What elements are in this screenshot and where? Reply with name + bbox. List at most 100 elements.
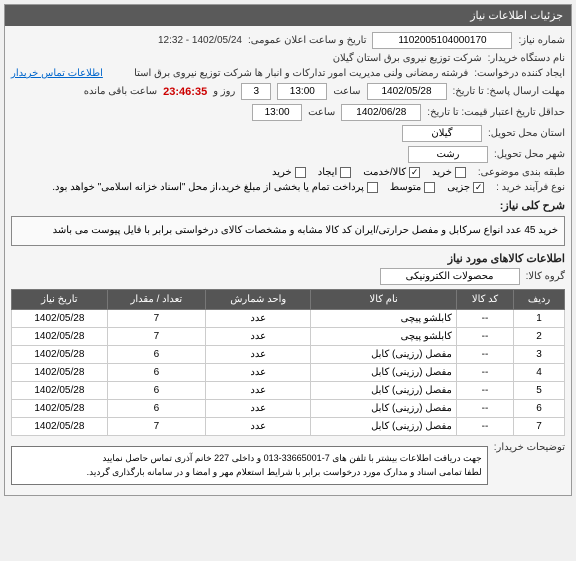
row-goods-group: گروه کالا: محصولات الکترونیکی: [11, 268, 565, 285]
table-cell: مفصل (رزینی) کابل: [311, 382, 457, 400]
desc-title: شرح کلی نیاز:: [11, 199, 565, 212]
table-cell: 7: [107, 418, 205, 436]
cb-item-4[interactable]: خرید: [272, 167, 306, 178]
province-value: گیلان: [402, 125, 482, 142]
cb-item-1[interactable]: خرید: [432, 167, 466, 178]
table-cell: 6: [107, 346, 205, 364]
buyer-org-value: شرکت توزیع نیروی برق استان گیلان: [333, 53, 482, 64]
table-cell: --: [456, 310, 513, 328]
desc-text: خرید 45 عدد انواع سرکابل و مفصل حرارتی/ا…: [11, 216, 565, 246]
panel-body: شماره نیاز: 1102005104000170 تاریخ و ساع…: [5, 26, 571, 495]
table-cell: 5: [514, 382, 565, 400]
checkbox-icon: [295, 167, 306, 178]
notes-text: جهت دریافت اطلاعات بیشتر با تلفن های 7-3…: [11, 446, 488, 485]
table-row: 7--مفصل (رزینی) کابلعدد71402/05/28: [12, 418, 565, 436]
cb-item-3[interactable]: ایجاد: [318, 167, 352, 178]
city-label: شهر محل تحویل:: [494, 149, 565, 160]
row-need-number: شماره نیاز: 1102005104000170 تاریخ و ساع…: [11, 32, 565, 49]
need-number-label: شماره نیاز:: [518, 35, 565, 46]
table-cell: 6: [107, 382, 205, 400]
validity-date: 1402/06/28: [341, 104, 421, 121]
table-cell: مفصل (رزینی) کابل: [311, 364, 457, 382]
buyer-org-label: نام دستگاه خریدار:: [488, 53, 565, 64]
checkbox-icon: [340, 167, 351, 178]
need-number-value: 1102005104000170: [372, 32, 512, 49]
table-cell: 2: [514, 328, 565, 346]
validity-time: 13:00: [252, 104, 302, 121]
details-panel: جزئیات اطلاعات نیاز شماره نیاز: 11020051…: [4, 4, 572, 496]
table-row: 3--مفصل (رزینی) کابلعدد61402/05/28: [12, 346, 565, 364]
row-buy-type: نوع فرآیند خرید : جزیی متوسط پرداخت تمام…: [11, 182, 565, 193]
days-value: 3: [241, 83, 271, 100]
table-cell: --: [456, 364, 513, 382]
table-cell: --: [456, 346, 513, 364]
row-subject-group: طبقه بندی موضوعی: خرید کالا/خدمت ایجاد خ…: [11, 167, 565, 178]
table-cell: --: [456, 400, 513, 418]
countdown-timer: 23:46:35: [163, 86, 207, 98]
cb-payment[interactable]: پرداخت تمام یا بخشی از مبلغ خرید،از محل …: [52, 182, 378, 193]
creator-value: فرشته رمضانی ولنی مدیریت امور تدارکات و …: [109, 68, 468, 79]
validity-label: حداقل تاریخ اعتبار قیمت: تا تاریخ:: [427, 107, 565, 118]
table-cell: --: [456, 382, 513, 400]
table-cell: 6: [107, 400, 205, 418]
checkbox-icon: [409, 167, 420, 178]
table-cell: عدد: [206, 346, 311, 364]
cb-item-2[interactable]: کالا/خدمت: [363, 167, 420, 178]
table-row: 1--کابلشو پیچیعدد71402/05/28: [12, 310, 565, 328]
row-deadline: مهلت ارسال پاسخ: تا تاریخ: 1402/05/28 سا…: [11, 83, 565, 100]
cb-buy-1[interactable]: جزیی: [447, 182, 484, 193]
table-cell: عدد: [206, 382, 311, 400]
table-cell: عدد: [206, 328, 311, 346]
announce-value: 1402/05/24 - 12:32: [158, 35, 242, 46]
table-cell: 3: [514, 346, 565, 364]
row-buyer-org: نام دستگاه خریدار: شرکت توزیع نیروی برق …: [11, 53, 565, 64]
table-cell: 6: [107, 364, 205, 382]
th-4: تعداد / مقدار: [107, 290, 205, 310]
checkbox-icon: [367, 182, 378, 193]
cb-buy-2[interactable]: متوسط: [390, 182, 435, 193]
deadline-label: مهلت ارسال پاسخ: تا تاریخ:: [453, 86, 565, 97]
remain-label: ساعت باقی مانده: [84, 86, 157, 97]
table-cell: کابلشو پیچی: [311, 328, 457, 346]
table-row: 5--مفصل (رزینی) کابلعدد61402/05/28: [12, 382, 565, 400]
th-2: نام کالا: [311, 290, 457, 310]
row-creator: ایجاد کننده درخواست: فرشته رمضانی ولنی م…: [11, 68, 565, 79]
table-cell: عدد: [206, 400, 311, 418]
announce-label: تاریخ و ساعت اعلان عمومی:: [248, 35, 367, 46]
th-1: کد کالا: [456, 290, 513, 310]
table-cell: 1402/05/28: [12, 310, 108, 328]
goods-title: اطلاعات کالاهای مورد نیاز: [11, 252, 565, 265]
province-label: استان محل تحویل:: [488, 128, 565, 139]
row-city: شهر محل تحویل: رشت: [11, 146, 565, 163]
buy-type-label: نوع فرآیند خرید :: [496, 182, 565, 193]
table-cell: 1402/05/28: [12, 400, 108, 418]
table-cell: عدد: [206, 310, 311, 328]
time-label-2: ساعت: [308, 107, 335, 118]
contact-link[interactable]: اطلاعات تماس خریدار: [11, 68, 103, 79]
goods-group-value: محصولات الکترونیکی: [380, 268, 520, 285]
table-cell: کابلشو پیچی: [311, 310, 457, 328]
table-cell: 7: [514, 418, 565, 436]
table-cell: 7: [107, 328, 205, 346]
checkbox-icon: [424, 182, 435, 193]
table-cell: 7: [107, 310, 205, 328]
table-cell: مفصل (رزینی) کابل: [311, 418, 457, 436]
row-validity: حداقل تاریخ اعتبار قیمت: تا تاریخ: 1402/…: [11, 104, 565, 121]
table-cell: عدد: [206, 418, 311, 436]
table-row: 4--مفصل (رزینی) کابلعدد61402/05/28: [12, 364, 565, 382]
table-cell: 1402/05/28: [12, 382, 108, 400]
table-cell: 1402/05/28: [12, 418, 108, 436]
days-label: روز و: [213, 86, 235, 97]
subject-group-label: طبقه بندی موضوعی:: [478, 167, 565, 178]
table-cell: --: [456, 418, 513, 436]
row-notes: توضیحات خریدار: جهت دریافت اطلاعات بیشتر…: [11, 442, 565, 485]
table-cell: 1402/05/28: [12, 328, 108, 346]
table-cell: 1402/05/28: [12, 364, 108, 382]
checkbox-icon: [455, 167, 466, 178]
th-3: واحد شمارش: [206, 290, 311, 310]
table-row: 2--کابلشو پیچیعدد71402/05/28: [12, 328, 565, 346]
time-label-1: ساعت: [333, 86, 360, 97]
row-province: استان محل تحویل: گیلان: [11, 125, 565, 142]
table-row: 6--مفصل (رزینی) کابلعدد61402/05/28: [12, 400, 565, 418]
checkbox-icon: [473, 182, 484, 193]
